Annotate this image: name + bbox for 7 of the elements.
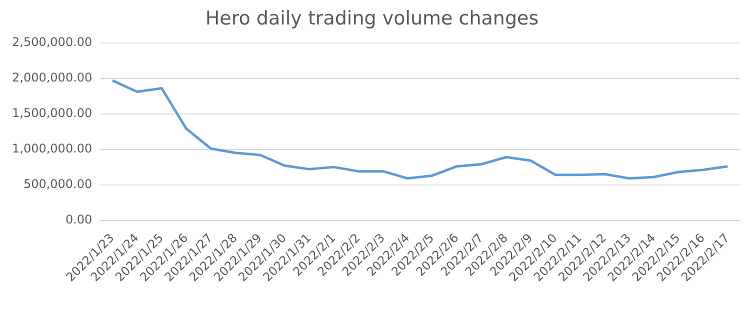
y-tick-label: 2,000,000.00 bbox=[12, 70, 92, 84]
y-tick-label: 2,500,000.00 bbox=[12, 34, 92, 49]
y-tick-label: 0.00 bbox=[65, 212, 92, 226]
chart-title: Hero daily trading volume changes bbox=[205, 7, 539, 30]
y-tick-label: 1,500,000.00 bbox=[12, 106, 92, 120]
y-tick-label: 1,000,000.00 bbox=[12, 141, 92, 156]
y-tick-label: 500,000.00 bbox=[23, 176, 92, 191]
